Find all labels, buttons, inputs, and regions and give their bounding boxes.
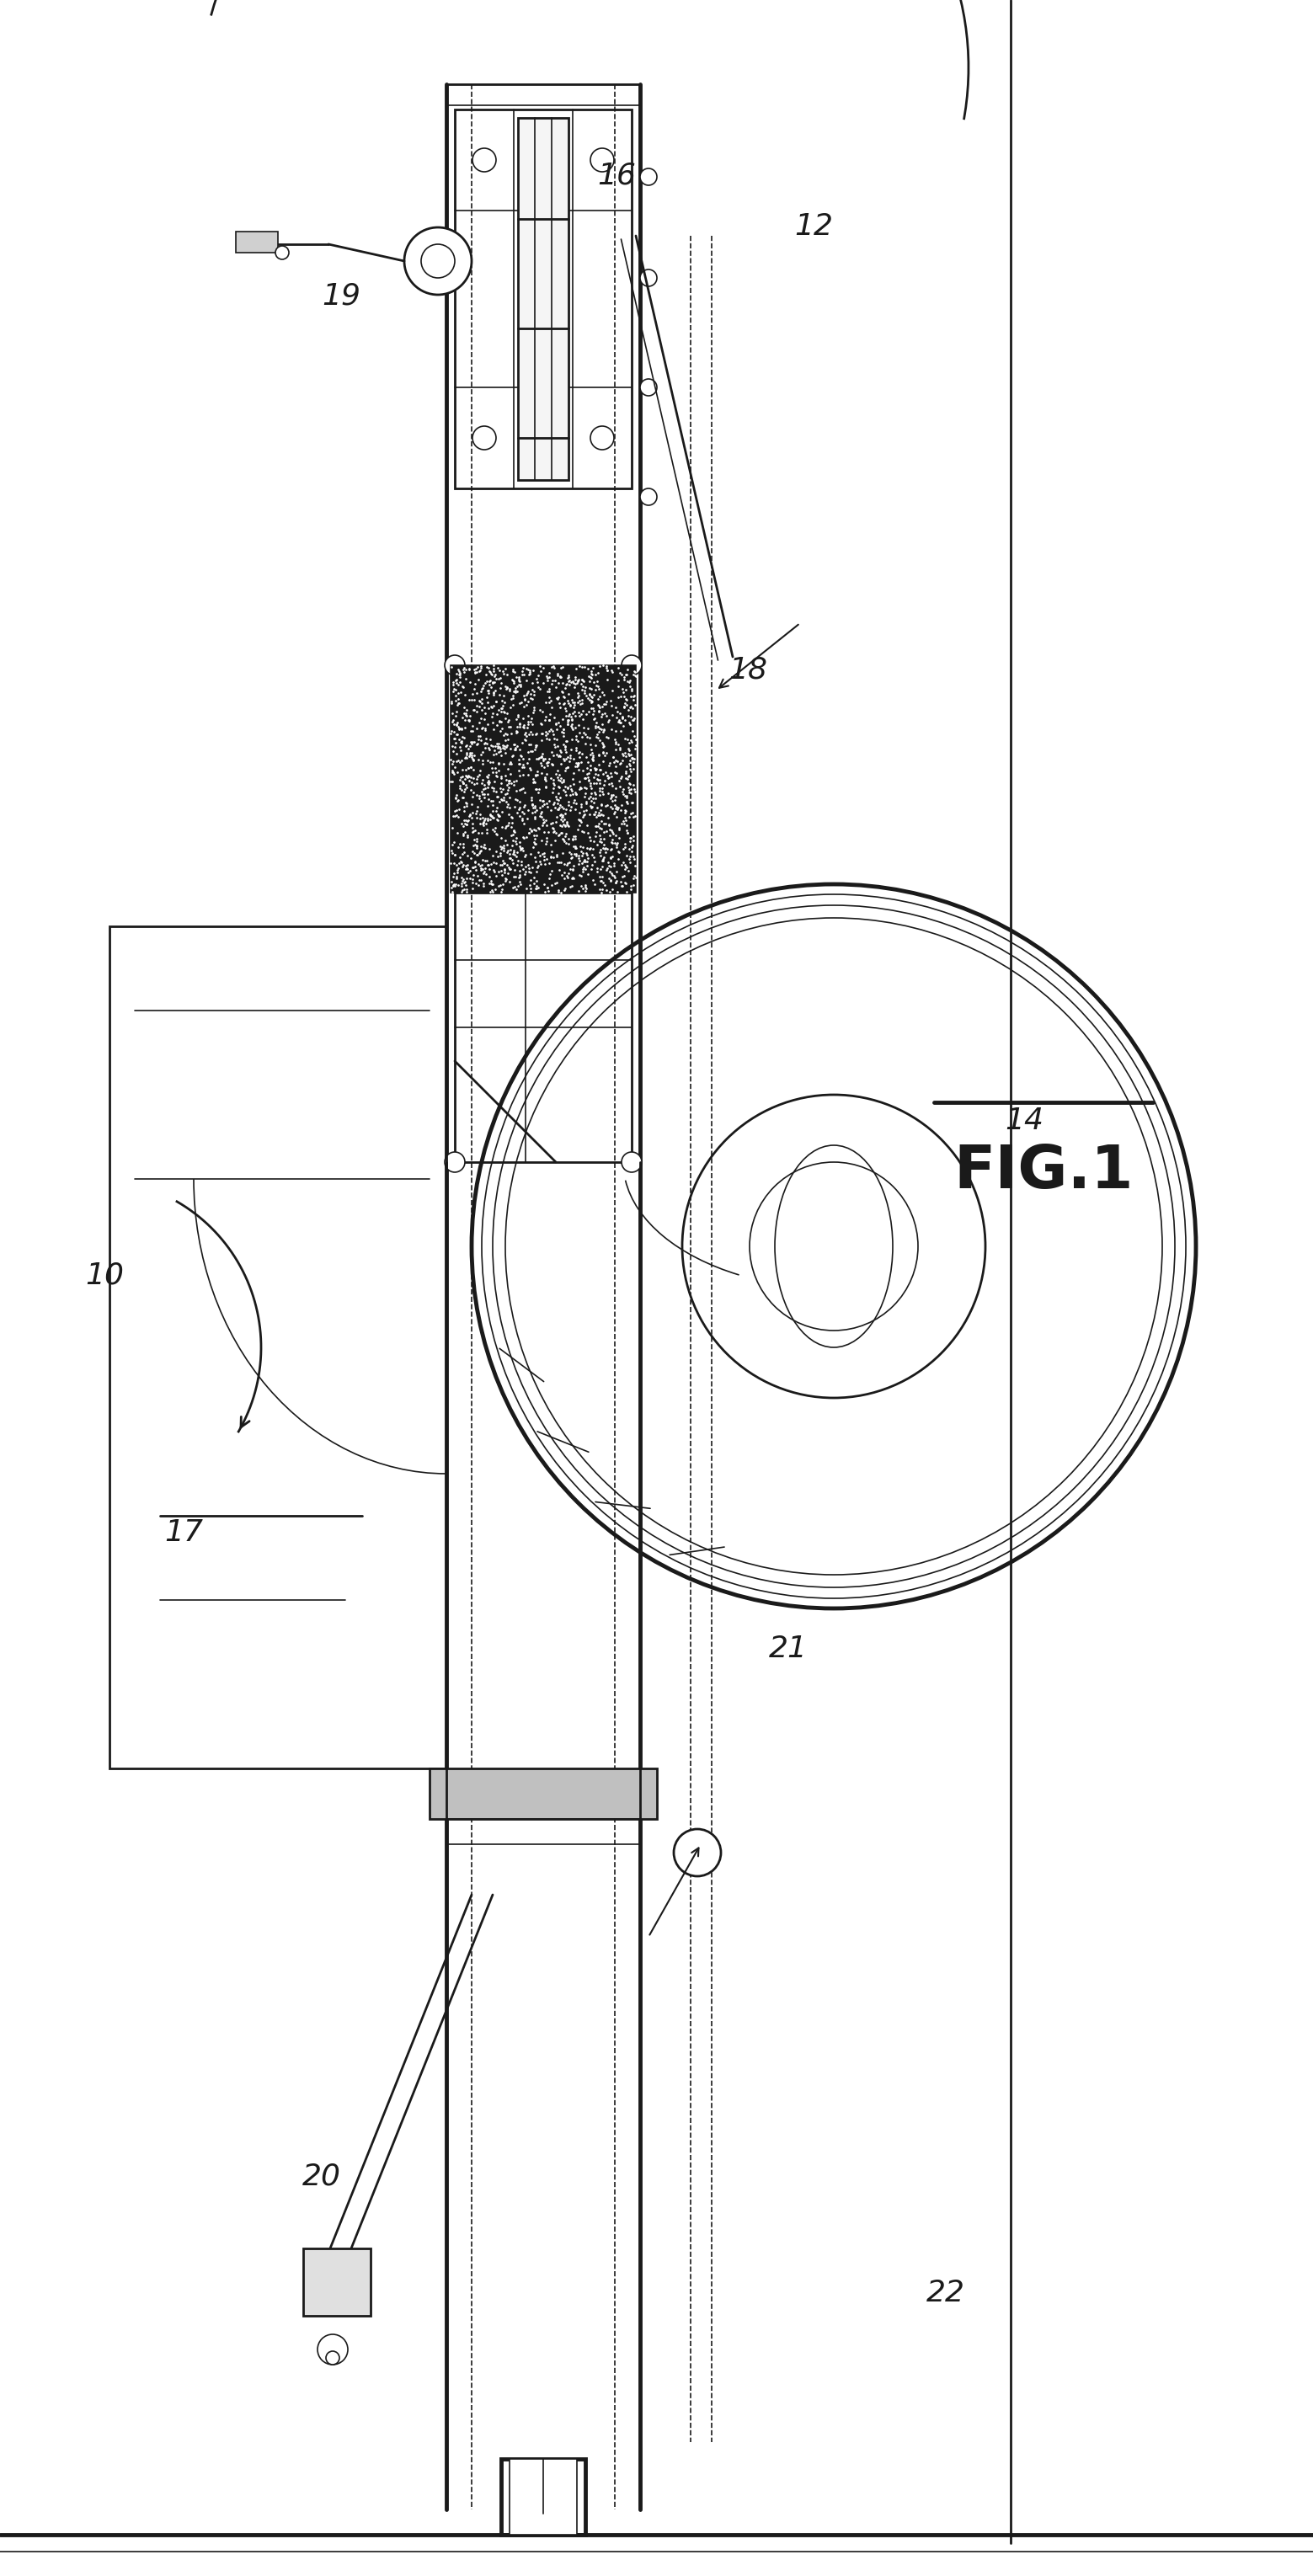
Circle shape — [473, 425, 496, 451]
Text: 12: 12 — [794, 211, 834, 242]
Text: 19: 19 — [322, 281, 361, 312]
Text: 21: 21 — [768, 1633, 807, 1664]
Circle shape — [621, 1151, 642, 1172]
Circle shape — [473, 149, 496, 173]
Text: 18: 18 — [729, 654, 768, 685]
Bar — [450, 665, 635, 894]
Circle shape — [445, 1151, 465, 1172]
Circle shape — [326, 2352, 339, 2365]
Circle shape — [674, 1829, 721, 1875]
Text: 16: 16 — [597, 160, 637, 191]
Bar — [446, 1819, 639, 1844]
Bar — [509, 2460, 576, 2535]
Circle shape — [404, 227, 471, 294]
Circle shape — [591, 425, 614, 451]
Circle shape — [639, 379, 656, 397]
Text: 14: 14 — [1004, 1105, 1044, 1136]
Circle shape — [621, 654, 642, 675]
Bar — [236, 232, 278, 252]
Circle shape — [639, 270, 656, 286]
Circle shape — [639, 167, 656, 185]
Bar — [303, 2249, 370, 2316]
Circle shape — [318, 2334, 348, 2365]
Circle shape — [421, 245, 454, 278]
Text: 20: 20 — [302, 2161, 341, 2192]
Text: 17: 17 — [164, 1517, 204, 1548]
Circle shape — [639, 489, 656, 505]
Text: 10: 10 — [85, 1260, 125, 1291]
Circle shape — [276, 245, 289, 260]
Bar — [429, 1767, 656, 1819]
Bar — [502, 2460, 586, 2535]
Bar — [454, 894, 632, 1162]
Bar — [454, 108, 632, 489]
Bar — [517, 118, 569, 479]
Text: FIG.1: FIG.1 — [955, 1144, 1133, 1200]
Circle shape — [445, 654, 465, 675]
Circle shape — [591, 149, 614, 173]
Bar — [109, 927, 446, 1767]
Text: 22: 22 — [926, 2277, 965, 2308]
